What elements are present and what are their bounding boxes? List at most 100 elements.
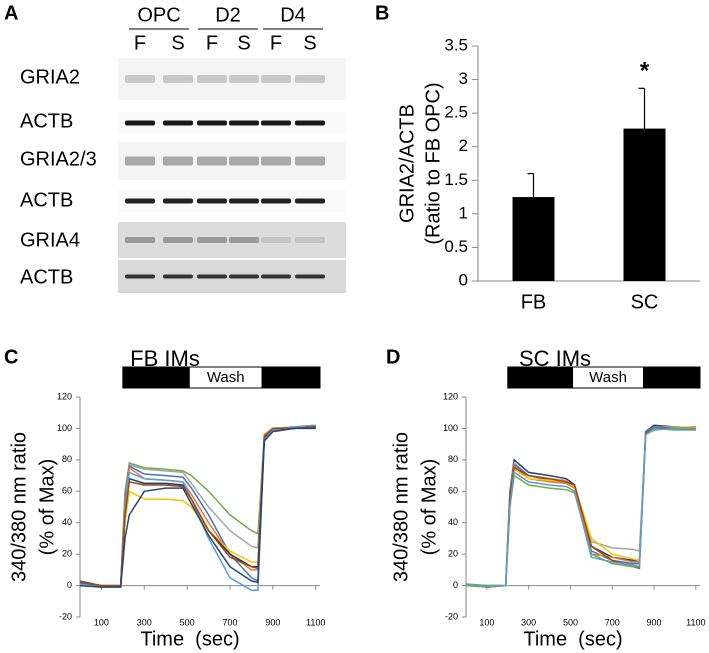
y-tick-label: 3: [459, 69, 468, 88]
y-axis-label: 340/380 nm ratio: [390, 432, 412, 582]
phase-label: Wash: [207, 369, 245, 386]
series-line: [466, 427, 696, 587]
y-tick-label: -20: [445, 611, 458, 621]
y-tick-label: 0: [459, 270, 468, 289]
blot-band: [295, 198, 325, 204]
blot-band: [295, 75, 325, 83]
series-line: [79, 427, 316, 587]
lane-label: S: [171, 32, 184, 54]
phase-label: KA: [530, 369, 550, 386]
y-tick-label: 20: [448, 549, 458, 559]
blot-band: [295, 120, 325, 126]
blot-band: [163, 120, 193, 126]
row-label: GRIA2: [20, 66, 80, 88]
series-line: [79, 426, 316, 588]
x-tick-label: 900: [647, 617, 662, 627]
x-axis-label: Time (sec): [523, 628, 622, 650]
y-axis-label: 340/380 nm ratio: [8, 432, 30, 582]
y-axis-label: (Ratio to FB OPC): [422, 82, 444, 244]
y-tick-label: 120: [57, 391, 72, 401]
blot-band: [197, 120, 227, 126]
series-line: [79, 426, 316, 587]
blot-band: [229, 237, 259, 243]
blot-band: [125, 274, 155, 279]
group-label: D2: [215, 4, 241, 26]
bar: [623, 128, 666, 281]
lane-label: S: [303, 32, 316, 54]
x-tick-label: 900: [265, 617, 280, 627]
blot-band: [125, 156, 155, 166]
x-tick-label: 300: [137, 617, 152, 627]
blot-band: [229, 274, 259, 279]
annotation: *: [640, 58, 650, 85]
row-label: ACTB: [20, 266, 73, 288]
panel-letter: A: [4, 2, 18, 24]
blot-band: [163, 274, 193, 279]
blot-band: [197, 274, 227, 279]
blot-band: [125, 198, 155, 204]
lane-label: F: [134, 32, 146, 54]
x-axis-label: Time (sec): [140, 628, 239, 650]
blot-band: [261, 237, 291, 243]
row-label: GRIA4: [20, 229, 80, 251]
y-tick-label: 40: [62, 517, 72, 527]
panel-letter: C: [4, 346, 18, 368]
blot-band: [163, 75, 193, 83]
y-axis-label: (% of Max): [418, 459, 440, 556]
x-tick-label: 500: [563, 617, 578, 627]
lane-label: S: [237, 32, 250, 54]
y-tick-label: 60: [62, 486, 72, 496]
y-tick-label: 80: [448, 454, 458, 464]
bar: [512, 197, 555, 281]
blot-band: [261, 120, 291, 126]
series-line: [79, 424, 316, 592]
phase-bar: [643, 366, 701, 389]
y-tick-label: 20: [62, 549, 72, 559]
blot-band: [163, 156, 193, 166]
x-tick-label: 700: [605, 617, 620, 627]
phase-label: Iono: [276, 369, 305, 386]
y-tick-label: 3.5: [444, 35, 468, 54]
phase-label: Wash: [589, 369, 627, 386]
blot-band: [229, 198, 259, 204]
blot-band: [229, 120, 259, 126]
x-tick-label: 300: [521, 617, 536, 627]
y-tick-label: 1: [459, 203, 468, 222]
x-tick-label: FB: [521, 291, 547, 313]
y-tick-label: 80: [62, 454, 72, 464]
blot-band: [295, 274, 325, 279]
phase-label: KA: [146, 369, 166, 386]
x-tick-label: 700: [222, 617, 237, 627]
y-tick-label: -20: [59, 611, 72, 621]
panel-letter: D: [386, 346, 400, 368]
y-tick-label: 100: [443, 423, 458, 433]
blot-band: [125, 237, 155, 243]
blot-band: [197, 237, 227, 243]
x-tick-label: 100: [94, 617, 109, 627]
blot-band: [197, 198, 227, 204]
phase-bar: [261, 366, 321, 389]
blot-band: [125, 75, 155, 83]
y-tick-label: 60: [448, 486, 458, 496]
series-line: [79, 427, 316, 588]
y-axis-label: (% of Max): [36, 459, 58, 556]
phase-label: Iono: [657, 369, 686, 386]
x-tick-label: 1100: [306, 617, 325, 627]
series-line: [465, 427, 696, 587]
y-tick-label: 2.5: [444, 103, 468, 122]
y-tick-label: 0: [67, 580, 72, 590]
x-tick-label: 1100: [686, 617, 705, 627]
blot-band: [261, 198, 291, 204]
blot-band: [295, 156, 325, 166]
x-tick-label: SC: [631, 291, 659, 313]
panel-letter: B: [375, 2, 389, 24]
x-tick-label: 500: [180, 617, 195, 627]
lane-label: F: [270, 32, 282, 54]
blot-band: [261, 156, 291, 166]
series-line: [79, 426, 316, 588]
blot-band: [261, 274, 291, 279]
y-tick-label: 2: [459, 136, 468, 155]
y-tick-label: 40: [448, 517, 458, 527]
row-label: ACTB: [20, 189, 73, 211]
y-tick-label: 1.5: [444, 170, 468, 189]
